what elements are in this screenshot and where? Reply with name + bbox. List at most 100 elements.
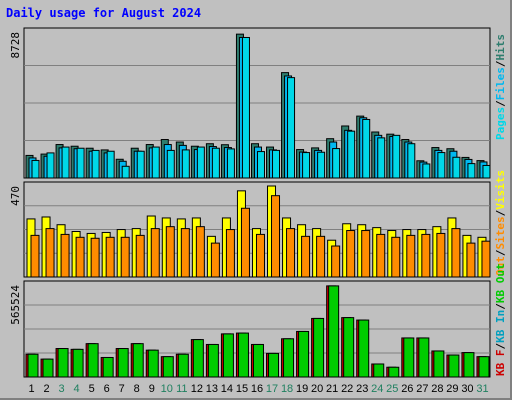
x-tick-label-day-22: 22 <box>341 383 353 395</box>
sites-bar-day-23 <box>361 230 371 278</box>
x-tick-label-day-14: 14 <box>221 383 233 395</box>
pages-bar-day-14 <box>226 148 235 179</box>
pages-bar-day-31 <box>482 164 491 179</box>
pages-bar-day-12 <box>196 146 205 179</box>
x-tick-label-day-29: 29 <box>446 383 458 395</box>
x-tick-label-day-27: 27 <box>416 383 428 395</box>
kbin-bar-day-3 <box>57 348 69 378</box>
kbin-bar-day-26 <box>403 337 415 378</box>
pages-bar-day-9 <box>151 146 160 179</box>
kbin-bar-day-20 <box>313 317 325 378</box>
kbin-bar-day-27 <box>418 337 430 378</box>
sites-bar-day-30 <box>466 242 476 278</box>
kbin-bar-day-8 <box>132 343 144 378</box>
kbin-bar-day-16 <box>252 343 264 378</box>
kbin-bar-day-6 <box>102 356 114 378</box>
panel-3-legend: KB F/KB In/KB Out <box>494 263 507 376</box>
x-tick-label-day-25: 25 <box>386 383 398 395</box>
legend-separator: / <box>494 60 507 67</box>
sites-bar-day-3 <box>60 233 70 278</box>
kbin-bar-day-25 <box>388 366 400 378</box>
legend-sites: Sites <box>494 216 507 249</box>
sites-bar-day-25 <box>391 236 401 278</box>
sites-bar-day-15 <box>240 207 250 278</box>
sites-bar-day-14 <box>225 229 235 278</box>
legend-kb-out: KB Out <box>494 263 507 303</box>
x-tick-label-day-20: 20 <box>311 383 323 395</box>
x-tick-label-day-30: 30 <box>461 383 473 395</box>
sites-bar-day-19 <box>301 235 311 278</box>
pages-bar-day-7 <box>121 165 130 179</box>
pages-bar-day-13 <box>211 147 220 179</box>
kbin-bar-day-24 <box>373 363 385 378</box>
legend-separator: / <box>494 303 507 310</box>
kbin-bar-day-10 <box>162 356 174 378</box>
kbin-bar-day-23 <box>358 319 370 378</box>
pages-bar-day-24 <box>377 137 386 179</box>
pages-bar-day-1 <box>31 159 40 179</box>
x-tick-label-day-8: 8 <box>134 383 140 395</box>
pages-bar-day-3 <box>61 146 70 179</box>
x-tick-label-day-3: 3 <box>59 383 65 395</box>
x-tick-label-day-23: 23 <box>356 383 368 395</box>
x-tick-label-day-15: 15 <box>236 383 248 395</box>
legend-pages: Pages <box>494 107 507 140</box>
pages-bar-day-2 <box>46 152 55 179</box>
kbin-bar-day-29 <box>448 354 460 378</box>
sites-bar-day-9 <box>150 228 160 278</box>
legend-separator: / <box>494 343 507 350</box>
pages-bar-day-20 <box>317 151 326 179</box>
legend-hits: Hits <box>494 34 507 61</box>
pages-bar-day-4 <box>76 147 85 179</box>
pages-bar-day-8 <box>136 150 145 179</box>
pages-bar-day-25 <box>392 134 401 179</box>
kbin-bar-day-14 <box>222 333 234 378</box>
kbin-bar-day-9 <box>147 349 159 378</box>
x-tick-label-day-9: 9 <box>149 383 155 395</box>
x-tick-label-day-17: 17 <box>266 383 278 395</box>
panel-2-legend: Out/Sites/Visits <box>494 170 507 276</box>
legend-separator: / <box>494 209 507 216</box>
kbin-bar-day-28 <box>433 350 445 378</box>
legend-separator: / <box>494 249 507 256</box>
pages-bar-day-5 <box>91 149 100 179</box>
pages-bar-day-10 <box>166 149 175 179</box>
sites-bar-day-21 <box>331 245 341 278</box>
x-tick-label-day-28: 28 <box>431 383 443 395</box>
pages-bar-day-27 <box>422 163 431 179</box>
kbin-bar-day-12 <box>192 339 204 378</box>
sites-bar-day-18 <box>286 228 296 278</box>
legend-separator: / <box>494 100 507 107</box>
sites-bar-day-2 <box>45 228 55 278</box>
x-tick-label-day-13: 13 <box>206 383 218 395</box>
x-tick-label-day-16: 16 <box>251 383 263 395</box>
sites-bar-day-5 <box>90 237 100 278</box>
x-tick-label-day-6: 6 <box>104 383 110 395</box>
pages-bar-day-11 <box>181 149 190 179</box>
legend-visits: Visits <box>494 170 507 210</box>
kbin-bar-day-1 <box>27 353 39 378</box>
pages-bar-day-18 <box>287 77 296 179</box>
pages-bar-day-15 <box>241 36 250 179</box>
sites-bar-day-12 <box>195 226 205 278</box>
sites-bar-day-29 <box>451 228 461 278</box>
pages-bar-day-29 <box>452 156 461 179</box>
sites-bar-day-13 <box>210 242 220 278</box>
sites-bar-day-17 <box>271 195 281 278</box>
kbin-bar-day-17 <box>268 352 280 378</box>
pages-bar-day-26 <box>407 143 416 179</box>
legend-out: Out <box>494 256 507 276</box>
sites-bar-day-6 <box>105 236 115 278</box>
sites-bar-day-10 <box>165 226 175 278</box>
x-tick-label-day-7: 7 <box>119 383 125 395</box>
pages-bar-day-28 <box>437 152 446 179</box>
kbin-bar-day-30 <box>463 352 475 378</box>
kbin-bar-day-19 <box>298 330 310 378</box>
legend-files: Files <box>494 67 507 100</box>
pages-bar-day-30 <box>467 163 476 179</box>
panel-3-ymax-label: 565524 <box>9 285 22 325</box>
sites-bar-day-22 <box>346 230 356 278</box>
x-tick-label-day-1: 1 <box>28 383 34 395</box>
kbin-bar-day-5 <box>87 343 99 378</box>
kbin-bar-day-18 <box>283 338 295 378</box>
